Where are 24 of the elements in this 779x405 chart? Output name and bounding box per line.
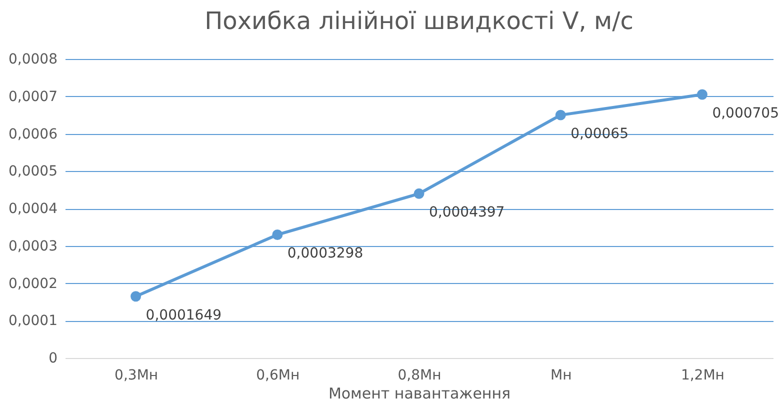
y-tick-label: 0,0005 bbox=[8, 164, 58, 180]
data-label: 0,0003298 bbox=[287, 246, 364, 262]
x-axis-title: Момент навантаження bbox=[328, 384, 511, 402]
y-tick-label: 0 bbox=[48, 350, 58, 366]
x-tick-label: 0,6Мн bbox=[256, 368, 300, 384]
x-tick-label: 0,8Мн bbox=[398, 368, 442, 384]
x-tick-label: 0,3Мн bbox=[114, 368, 158, 384]
point bbox=[414, 188, 424, 199]
chart-title: Похибка лінійної швидкості V, м/с bbox=[204, 7, 634, 35]
y-tick-label: 0,0008 bbox=[8, 52, 58, 68]
data-label: 0,000705 bbox=[712, 106, 779, 122]
y-tick-label: 0,0003 bbox=[8, 238, 58, 254]
point bbox=[555, 110, 566, 120]
point bbox=[130, 291, 142, 302]
point bbox=[696, 89, 708, 100]
y-tick-label: 0,0001 bbox=[8, 313, 58, 330]
point bbox=[272, 230, 283, 240]
x-tick-label: 1,2Мн bbox=[680, 368, 724, 384]
x-tick-label: Мн bbox=[550, 368, 572, 384]
y-tick-label: 0,0002 bbox=[8, 276, 58, 292]
y-tick-label: 0,0006 bbox=[8, 126, 58, 142]
y-tick-label: 0,0007 bbox=[8, 88, 58, 105]
y-tick-label: 0,0004 bbox=[8, 201, 58, 217]
data-label: 0,0001649 bbox=[146, 307, 222, 324]
